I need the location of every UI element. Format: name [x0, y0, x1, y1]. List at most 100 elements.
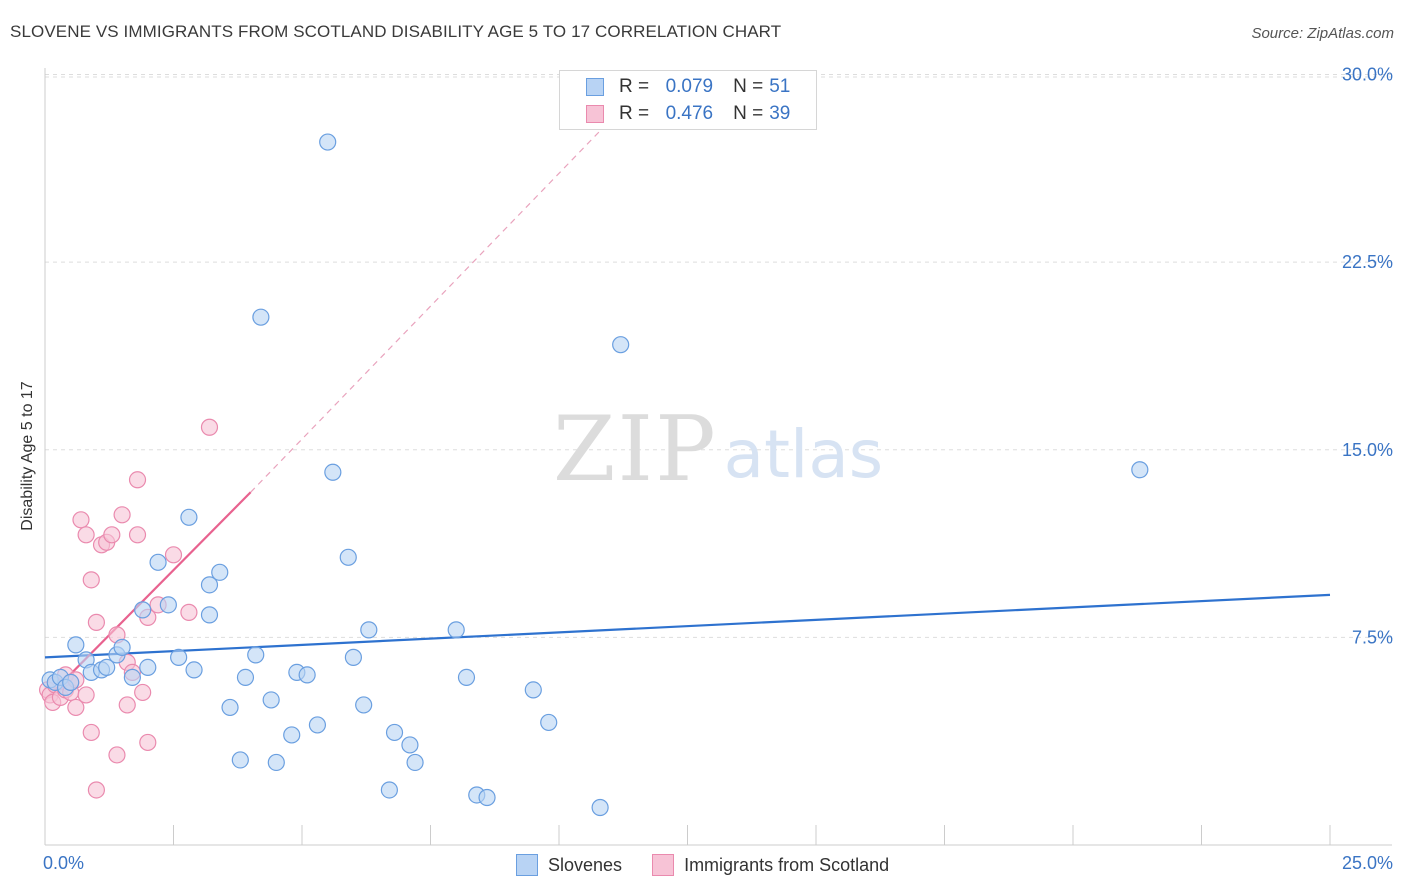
slovenes-point — [221, 698, 239, 717]
slovenes-point — [401, 736, 419, 754]
slovenes-trend-line — [44, 593, 1331, 659]
legend-item-slovenes[interactable]: Slovenes — [516, 854, 622, 876]
immigrants-scotland-point — [200, 418, 219, 436]
slovenes-point — [247, 646, 265, 664]
chart-title: SLOVENE VS IMMIGRANTS FROM SCOTLAND DISA… — [10, 22, 782, 41]
immigrants-scotland-point — [128, 526, 147, 544]
r-label: R = — [619, 76, 650, 97]
slovenes-point — [319, 133, 337, 151]
immigrants-scotland-legend-swatch-icon — [652, 854, 675, 876]
n-value: 39 — [769, 103, 791, 124]
immigrants-scotland-point — [103, 526, 121, 544]
x-tick-label: 0.0% — [43, 853, 84, 873]
series-legend: Slovenes Immigrants from Scotland — [516, 852, 919, 878]
immigrants-scotland-point — [82, 723, 100, 742]
slovenes-point — [540, 713, 558, 732]
stats-row-immigrants-scotland: R = 0.476 N = 39 — [586, 101, 790, 127]
slovenes-point — [211, 563, 229, 581]
slovenes-point — [447, 621, 465, 639]
axes — [44, 68, 1392, 846]
y-tick-label: 7.5% — [1352, 627, 1393, 647]
slovenes-point — [355, 696, 373, 714]
slovenes-point — [134, 601, 152, 619]
slovenes-point — [231, 751, 249, 769]
slovenes-point — [406, 753, 424, 772]
slovenes-point — [324, 463, 342, 481]
slovenes-point — [62, 673, 80, 692]
slovenes-point — [339, 548, 357, 566]
slovenes-point — [67, 636, 85, 654]
slovenes-point — [308, 716, 327, 734]
slovenes-point — [360, 621, 378, 639]
immigrants-scotland-swatch-icon — [586, 105, 604, 123]
immigrants-scotland-trend-extension — [250, 109, 622, 493]
slovenes-point — [591, 798, 609, 817]
slovenes-point — [612, 336, 630, 354]
r-value: 0.476 — [665, 103, 714, 124]
immigrants-scotland-point — [77, 686, 95, 704]
correlation-stats-legend: R = 0.079 N = 51 R = 0.476 N = 39 — [559, 70, 817, 130]
slovenes-point — [262, 691, 280, 709]
slovenes-point — [1131, 461, 1149, 479]
slovenes-point — [113, 638, 131, 656]
immigrants-scotland-point — [118, 696, 136, 714]
slovenes-swatch-icon — [586, 78, 604, 96]
gridlines — [45, 74, 1392, 638]
trend-lines — [44, 109, 1331, 701]
slovenes-point — [380, 781, 398, 799]
r-label: R = — [619, 103, 650, 124]
immigrants-scotland-point — [82, 571, 100, 589]
immigrants-scotland-point — [87, 613, 106, 631]
tick-labels: 7.5% 15.0% 22.5% 30.0% 0.0% 25.0% — [43, 65, 1393, 873]
legend-item-immigrants-scotland[interactable]: Immigrants from Scotland — [652, 854, 889, 876]
slovenes-point — [185, 661, 203, 679]
slovenes-point — [298, 666, 316, 684]
immigrants-scotland-point — [164, 546, 183, 564]
immigrants-scotland-point — [72, 511, 90, 529]
legend-label-immigrants-scotland: Immigrants from Scotland — [684, 854, 890, 875]
data-points — [38, 133, 1149, 817]
slovenes-point — [159, 596, 177, 614]
immigrants-scotland-point — [113, 506, 131, 524]
immigrants-scotland-trend-line — [44, 491, 252, 701]
immigrants-scotland-point — [87, 781, 106, 799]
y-tick-label: 30.0% — [1342, 65, 1393, 85]
slovenes-point — [200, 606, 219, 624]
slovenes-point — [149, 553, 167, 571]
slovenes-point — [180, 508, 198, 526]
slovenes-point — [524, 681, 542, 699]
slovenes-point — [267, 753, 285, 772]
y-axis-label: Disability Age 5 to 17 — [19, 381, 36, 531]
n-label: N = — [733, 76, 764, 97]
slovenes-point — [457, 668, 476, 687]
x-tick-label: 25.0% — [1342, 853, 1393, 873]
slovenes-point — [170, 648, 188, 666]
chart-source: Source: ZipAtlas.com — [1251, 25, 1394, 42]
slovenes-point — [123, 668, 141, 687]
immigrants-scotland-point — [134, 683, 152, 702]
stats-row-slovenes: R = 0.079 N = 51 — [586, 74, 790, 100]
immigrants-scotland-point — [139, 733, 157, 752]
legend-label-slovenes: Slovenes — [548, 854, 623, 875]
immigrants-scotland-point — [67, 698, 85, 717]
immigrants-scotland-point — [77, 526, 95, 544]
immigrants-scotland-point — [180, 603, 198, 621]
slovenes-point — [236, 668, 255, 687]
slovenes-point — [139, 658, 157, 676]
slovenes-point — [478, 788, 496, 807]
n-label: N = — [733, 103, 764, 124]
immigrants-scotland-point — [128, 471, 147, 489]
n-value: 51 — [769, 76, 791, 97]
slovenes-point — [283, 726, 301, 744]
r-value: 0.079 — [665, 76, 714, 97]
y-tick-label: 22.5% — [1342, 252, 1393, 272]
slovenes-point — [200, 576, 219, 594]
slovenes-point — [252, 308, 270, 326]
slovenes-legend-swatch-icon — [516, 854, 538, 876]
immigrants-scotland-point — [108, 746, 126, 764]
slovenes-point — [385, 723, 404, 742]
slovenes-point — [344, 648, 362, 666]
slovenes-point — [98, 658, 116, 676]
y-tick-label: 15.0% — [1342, 440, 1393, 460]
